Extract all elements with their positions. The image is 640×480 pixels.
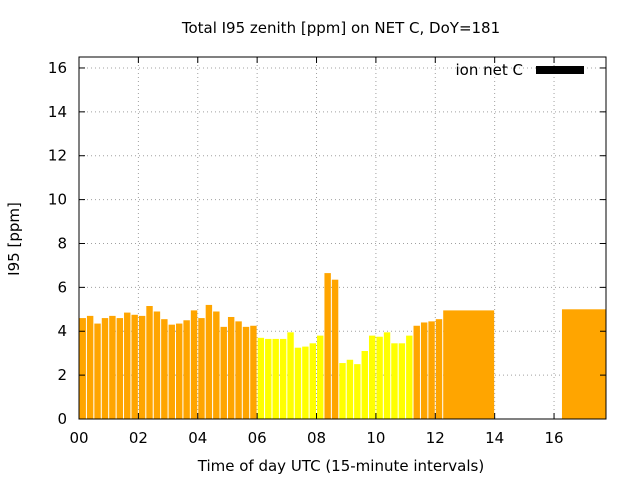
bar	[161, 319, 168, 419]
bar	[428, 321, 435, 419]
legend-label: ion net C	[456, 61, 523, 79]
bar	[376, 336, 383, 419]
y-tick-label: 8	[57, 234, 67, 252]
bar	[331, 279, 339, 419]
bar	[561, 309, 606, 419]
x-tick-label: 14	[485, 429, 504, 447]
bar	[257, 337, 265, 419]
bar	[294, 347, 302, 419]
bar	[146, 306, 153, 419]
bar	[205, 304, 213, 419]
y-axis-label: I95 [ppm]	[5, 202, 23, 276]
bar	[391, 343, 398, 419]
bar	[227, 316, 235, 419]
x-tick-label: 04	[188, 429, 207, 447]
bar	[354, 364, 361, 419]
x-tick-label: 16	[544, 429, 563, 447]
bar	[361, 350, 368, 419]
bar	[109, 315, 116, 419]
bar	[383, 332, 391, 419]
bar	[138, 315, 146, 419]
bar	[302, 346, 309, 419]
y-tick-label: 14	[48, 103, 67, 121]
bar	[235, 321, 242, 419]
bar	[406, 335, 413, 419]
bar	[265, 338, 272, 419]
y-tick-label: 12	[48, 147, 67, 165]
bar	[324, 273, 331, 419]
x-tick-label: 06	[248, 429, 267, 447]
bar	[86, 315, 94, 419]
bar	[398, 343, 406, 419]
bar	[79, 318, 86, 419]
x-axis-label: Time of day UTC (15-minute intervals)	[197, 457, 484, 475]
legend-swatch	[536, 66, 584, 74]
legend: ion net C	[456, 61, 584, 79]
bar	[368, 335, 376, 419]
bar	[131, 314, 138, 419]
y-tick-label: 2	[57, 366, 67, 384]
bar	[309, 343, 317, 419]
bar	[220, 326, 227, 419]
y-tick-label: 6	[57, 278, 67, 296]
y-tick-label: 10	[48, 191, 67, 209]
x-tick-label: 08	[307, 429, 326, 447]
bar	[339, 363, 346, 419]
bar	[317, 335, 324, 419]
bars	[79, 273, 606, 419]
bar	[168, 324, 175, 419]
y-tick-label: 0	[57, 410, 67, 428]
bar	[250, 325, 257, 419]
x-tick-label: 12	[426, 429, 445, 447]
bar	[420, 322, 428, 419]
x-tick-label: 00	[69, 429, 88, 447]
bar	[413, 325, 420, 419]
bar	[279, 338, 287, 419]
bar	[101, 318, 109, 419]
bar	[175, 323, 183, 419]
bar	[443, 310, 495, 419]
bar	[198, 318, 205, 419]
bar	[153, 311, 161, 419]
plot-frame	[78, 56, 607, 420]
grid	[79, 57, 606, 419]
chart-title: Total I95 zenith [ppm] on NET C, DoY=181	[181, 19, 500, 37]
bar	[116, 318, 124, 419]
bar	[183, 320, 190, 419]
x-tick-label: 02	[129, 429, 148, 447]
y-tick-label: 4	[57, 322, 67, 340]
bar	[242, 326, 250, 419]
bar	[213, 311, 220, 419]
bar	[124, 312, 131, 419]
bar	[94, 323, 101, 419]
bar	[272, 338, 279, 419]
bar	[287, 332, 294, 419]
bar	[346, 359, 354, 419]
x-tick-label: 10	[366, 429, 385, 447]
y-tick-label: 16	[48, 59, 67, 77]
bar	[190, 310, 198, 419]
bar	[435, 319, 443, 419]
